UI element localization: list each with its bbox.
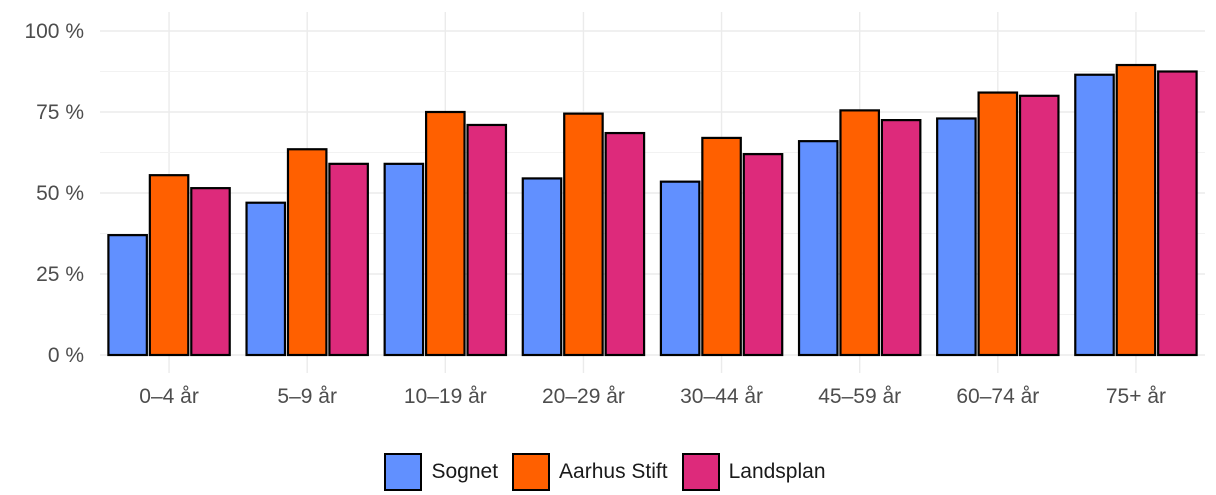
bar-sognet [659,180,701,357]
bar-aarhus-stift [839,109,881,357]
bar-landsplan [604,131,646,357]
legend-item: Aarhus Stift [512,453,674,491]
bar-aarhus-stift [563,112,604,357]
bar-landsplan [328,162,369,357]
bar-aarhus-stift [1115,63,1157,357]
x-tick-label: 5–9 år [277,385,337,408]
bar-landsplan [742,153,784,357]
bar-sognet [936,117,977,357]
x-axis-ticks: 0–4 år 5–9 år 10–19 år 20–29 år 30–44 år 45–5… [139,385,1166,408]
legend-label: Landsplan [728,460,826,483]
legend-item: Sognet [384,453,504,491]
legend-swatch [681,453,720,491]
y-tick-label: 75 % [36,101,84,124]
bar-aarhus-stift [148,174,190,357]
bar-landsplan [190,187,231,357]
x-tick-label: 20–29 år [542,385,625,408]
x-tick-label: 10–19 år [404,385,487,408]
bar-sognet [1074,73,1115,357]
x-tick-label: 60–74 år [956,385,1039,408]
x-tick-label: 75+ år [1106,385,1166,408]
legend: Sognet Aarhus Stift Landsplan [0,450,1216,494]
bar-sognet [107,234,148,357]
bar-sognet [383,162,425,357]
x-tick-label: 45–59 år [818,385,901,408]
y-tick-label: 0 % [48,344,84,367]
bar-aarhus-stift [977,91,1019,357]
x-tick-label: 30–44 år [680,385,763,408]
bar-sognet [245,201,287,357]
legend-label: Aarhus Stift [559,460,668,483]
bar-chart: 0 % 25 % 50 % 75 % 100 % 0–4 år 5–9 år 10–19 å… [24,12,1205,408]
bar-landsplan [1157,70,1198,357]
bars [107,63,1198,357]
y-axis-ticks: 0 % 25 % 50 % 75 % 100 % [24,20,84,367]
y-tick-label: 100 % [24,20,84,43]
y-tick-label: 50 % [36,182,84,205]
bar-sognet [797,140,839,357]
bar-sognet [521,177,563,357]
legend-item: Landsplan [681,453,832,491]
bar-landsplan [466,123,508,357]
bar-landsplan [880,118,922,357]
bar-aarhus-stift [286,148,328,357]
legend-swatch [384,453,423,491]
legend-swatch [512,453,551,491]
legend-label: Sognet [431,460,499,483]
x-tick-label: 0–4 år [139,385,199,408]
y-tick-label: 25 % [36,263,84,286]
bar-aarhus-stift [424,110,466,357]
bar-landsplan [1018,94,1060,357]
bar-aarhus-stift [701,136,742,357]
